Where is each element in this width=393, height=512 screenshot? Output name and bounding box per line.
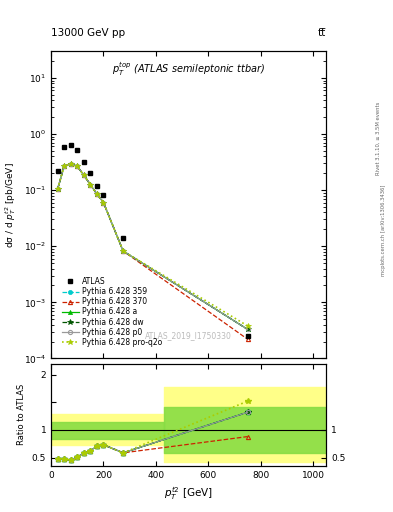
Pythia 6.428 370 [245, 336, 250, 342]
ATLAS [101, 192, 106, 198]
Pythia 6.428 359 [68, 161, 73, 167]
Pythia 6.428 dw [81, 172, 86, 178]
ATLAS [81, 159, 86, 165]
Pythia 6.428 a [75, 163, 80, 169]
Text: ATLAS_2019_I1750330: ATLAS_2019_I1750330 [145, 331, 232, 340]
ATLAS [75, 147, 80, 153]
Pythia 6.428 370 [68, 161, 73, 167]
ATLAS [88, 170, 93, 176]
Pythia 6.428 a [55, 186, 60, 192]
Pythia 6.428 p0 [95, 191, 99, 197]
Text: mcplots.cern.ch [arXiv:1306.3436]: mcplots.cern.ch [arXiv:1306.3436] [381, 185, 386, 276]
Pythia 6.428 359 [95, 191, 99, 197]
Pythia 6.428 370 [95, 191, 99, 197]
Pythia 6.428 pro-q2o [245, 323, 250, 329]
Line: Pythia 6.428 a: Pythia 6.428 a [55, 162, 250, 331]
Line: ATLAS: ATLAS [55, 142, 250, 338]
Pythia 6.428 dw [121, 248, 125, 254]
Pythia 6.428 p0 [68, 161, 73, 167]
ATLAS [245, 333, 250, 339]
Pythia 6.428 dw [101, 200, 106, 206]
Text: tt̅: tt̅ [318, 28, 326, 38]
Pythia 6.428 dw [68, 161, 73, 167]
Pythia 6.428 359 [101, 200, 106, 206]
Pythia 6.428 dw [88, 182, 93, 188]
Pythia 6.428 p0 [88, 182, 93, 188]
Pythia 6.428 p0 [101, 200, 106, 206]
ATLAS [121, 235, 125, 241]
Pythia 6.428 359 [55, 186, 60, 192]
Pythia 6.428 359 [245, 326, 250, 332]
Pythia 6.428 370 [101, 200, 106, 206]
Line: Pythia 6.428 359: Pythia 6.428 359 [55, 162, 250, 331]
Y-axis label: dσ / d $p_T^{t2}$ [pb/GeV]: dσ / d $p_T^{t2}$ [pb/GeV] [3, 162, 18, 248]
Pythia 6.428 dw [245, 326, 250, 332]
Pythia 6.428 dw [55, 186, 60, 192]
Pythia 6.428 370 [88, 182, 93, 188]
Pythia 6.428 a [88, 182, 93, 188]
Pythia 6.428 370 [121, 248, 125, 254]
Line: Pythia 6.428 p0: Pythia 6.428 p0 [55, 162, 250, 331]
Pythia 6.428 370 [55, 186, 60, 192]
Pythia 6.428 p0 [81, 172, 86, 178]
ATLAS [95, 183, 99, 189]
ATLAS [62, 144, 66, 151]
Pythia 6.428 pro-q2o [62, 163, 66, 169]
Pythia 6.428 359 [75, 163, 80, 169]
Line: Pythia 6.428 dw: Pythia 6.428 dw [55, 161, 250, 332]
ATLAS [55, 168, 60, 174]
Pythia 6.428 pro-q2o [68, 161, 73, 167]
Pythia 6.428 p0 [121, 248, 125, 254]
Line: Pythia 6.428 370: Pythia 6.428 370 [55, 162, 250, 342]
X-axis label: $p_T^{t2}$ [GeV]: $p_T^{t2}$ [GeV] [164, 485, 213, 502]
Pythia 6.428 a [68, 161, 73, 167]
Text: $p_T^{top}$ (ATLAS semileptonic ttbar): $p_T^{top}$ (ATLAS semileptonic ttbar) [112, 60, 265, 78]
Text: 13000 GeV pp: 13000 GeV pp [51, 28, 125, 38]
Pythia 6.428 dw [75, 163, 80, 169]
Pythia 6.428 370 [81, 172, 86, 178]
Pythia 6.428 dw [62, 163, 66, 169]
Pythia 6.428 370 [62, 163, 66, 169]
Pythia 6.428 p0 [75, 163, 80, 169]
Pythia 6.428 a [121, 248, 125, 254]
Pythia 6.428 pro-q2o [55, 186, 60, 192]
Pythia 6.428 pro-q2o [95, 191, 99, 197]
ATLAS [68, 141, 73, 147]
Pythia 6.428 pro-q2o [101, 200, 106, 206]
Pythia 6.428 p0 [62, 163, 66, 169]
Pythia 6.428 p0 [245, 326, 250, 332]
Y-axis label: Ratio to ATLAS: Ratio to ATLAS [17, 384, 26, 445]
Pythia 6.428 359 [81, 172, 86, 178]
Pythia 6.428 a [81, 172, 86, 178]
Pythia 6.428 pro-q2o [88, 182, 93, 188]
Pythia 6.428 a [62, 163, 66, 169]
Pythia 6.428 dw [95, 191, 99, 197]
Pythia 6.428 pro-q2o [81, 172, 86, 178]
Pythia 6.428 359 [62, 163, 66, 169]
Pythia 6.428 a [95, 191, 99, 197]
Pythia 6.428 370 [75, 163, 80, 169]
Pythia 6.428 359 [88, 182, 93, 188]
Pythia 6.428 a [101, 200, 106, 206]
Text: Rivet 3.1.10, ≥ 3.5M events: Rivet 3.1.10, ≥ 3.5M events [376, 101, 380, 175]
Pythia 6.428 359 [121, 248, 125, 254]
Line: Pythia 6.428 pro-q2o: Pythia 6.428 pro-q2o [55, 161, 250, 329]
Pythia 6.428 pro-q2o [75, 163, 80, 169]
Legend: ATLAS, Pythia 6.428 359, Pythia 6.428 370, Pythia 6.428 a, Pythia 6.428 dw, Pyth: ATLAS, Pythia 6.428 359, Pythia 6.428 37… [61, 275, 163, 349]
Pythia 6.428 a [245, 326, 250, 332]
Pythia 6.428 pro-q2o [121, 248, 125, 254]
Pythia 6.428 p0 [55, 186, 60, 192]
